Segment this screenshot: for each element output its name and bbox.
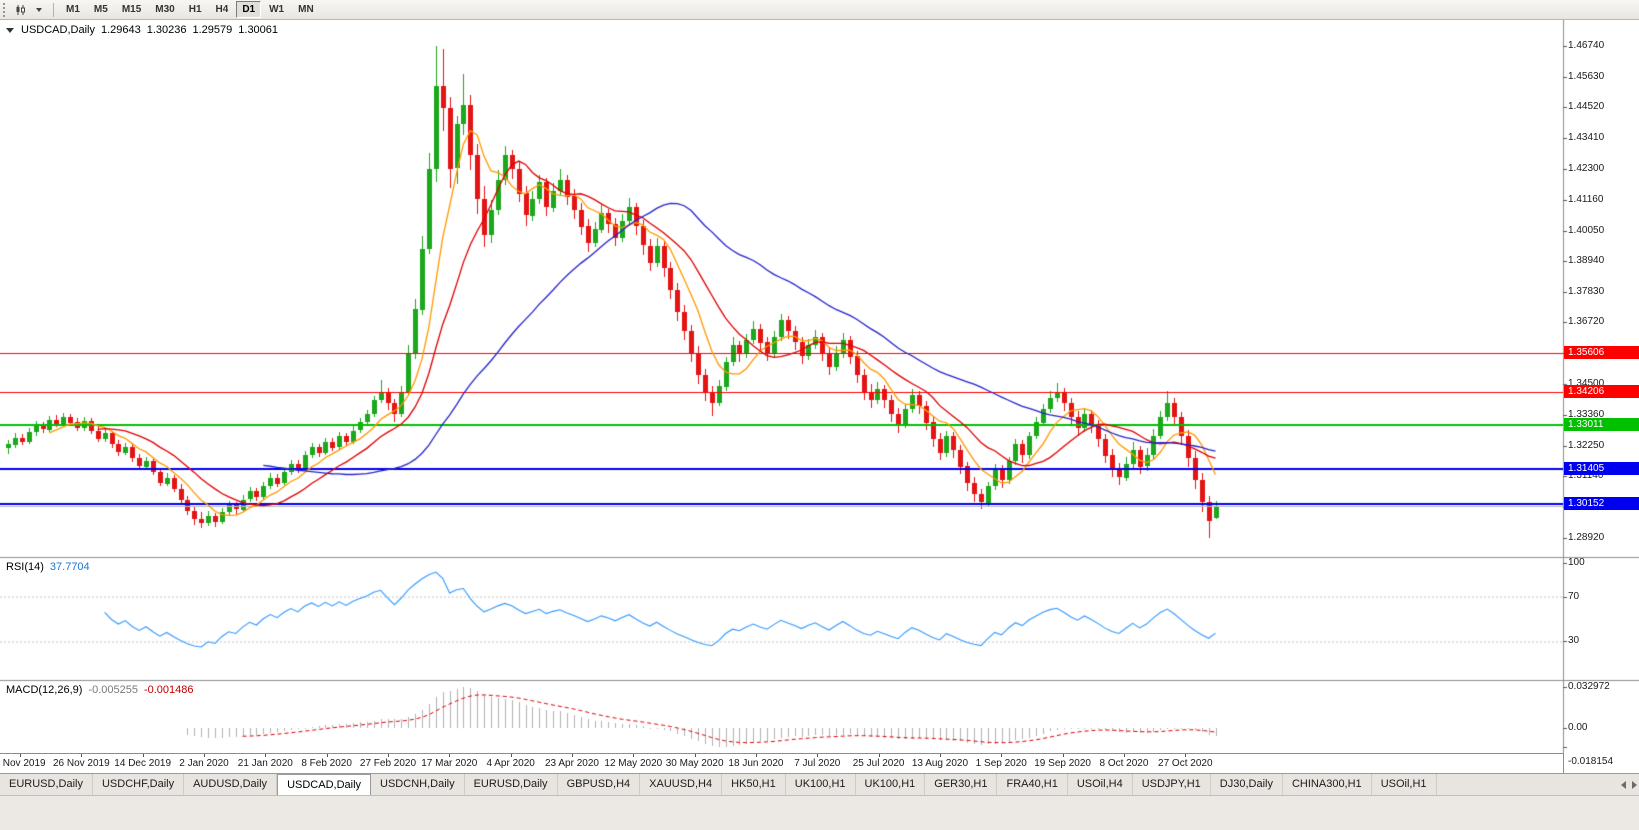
date-axis-tick — [511, 754, 512, 757]
date-axis-label: 19 Sep 2020 — [1034, 758, 1091, 769]
date-axis-tick — [940, 754, 941, 757]
date-axis-label: 25 Jul 2020 — [852, 758, 905, 769]
date-axis-label: 14 Dec 2019 — [114, 758, 172, 769]
date-axis-tick — [817, 754, 818, 757]
date-axis-tick — [265, 754, 266, 757]
date-axis-label: 2 Jan 2020 — [179, 758, 229, 769]
chart-tab-gbpusd-h4[interactable]: GBPUSD,H4 — [558, 774, 641, 795]
date-axis-tick — [1063, 754, 1064, 757]
timeframe-button-m1[interactable]: M1 — [66, 4, 80, 15]
date-axis-label: 23 Apr 2020 — [545, 758, 599, 769]
date-axis-tick — [327, 754, 328, 757]
date-axis-tick — [143, 754, 144, 757]
date-axis-tick — [1185, 754, 1186, 757]
date-axis-label: 26 Nov 2019 — [52, 758, 110, 769]
chart-tab-hk50-h1[interactable]: HK50,H1 — [722, 774, 786, 795]
chart-tab-bar: EURUSD,Daily USDCHF,Daily AUDUSD,Daily USDC… — [0, 773, 1639, 795]
chart-tab-fra40-h1[interactable]: FRA40,H1 — [997, 774, 1068, 795]
timeframe-button-d1[interactable]: D1 — [236, 1, 262, 18]
timeframe-button-m30[interactable]: M30 — [155, 4, 175, 15]
date-axis-tick — [695, 754, 696, 757]
macd-axis-label: -0.018154 — [1568, 756, 1614, 767]
dropdown-arrow-icon[interactable] — [31, 2, 47, 18]
chart-tab-uk100-h1[interactable]: UK100,H1 — [856, 774, 926, 795]
tabs-scroll-right-icon[interactable] — [1632, 781, 1637, 789]
date-axis-label: 30 May 2020 — [665, 758, 724, 769]
candlestick-chart-icon[interactable] — [13, 2, 29, 18]
date-axis-tick — [1001, 754, 1002, 757]
timeframe-button-mn[interactable]: MN — [298, 4, 314, 15]
timeframe-toolbar: M1 M5 M15 M30 H1 H4 D1 W1 MN — [0, 0, 1639, 20]
chart-tab-ger30-h1[interactable]: GER30,H1 — [925, 774, 998, 795]
toolbar-grip[interactable] — [3, 2, 8, 17]
date-axis-tick — [204, 754, 205, 757]
chart-tab-audusd-daily[interactable]: AUDUSD,Daily — [184, 774, 278, 795]
date-axis-label: 17 Mar 2020 — [421, 758, 478, 769]
axis-separator — [1563, 753, 1564, 773]
timeframe-buttons: M1 M5 M15 M30 H1 H4 D1 W1 MN — [59, 1, 321, 18]
chart-tab-usoil-h4[interactable]: USOil,H4 — [1068, 774, 1133, 795]
date-axis: 7 Nov 2019 26 Nov 2019 14 Dec 2019 2 Jan 20… — [0, 753, 1564, 774]
date-axis-label: 13 Aug 2020 — [911, 758, 969, 769]
chart-tab-dj30-daily[interactable]: DJ30,Daily — [1211, 774, 1283, 795]
chart-tab-uk100-h1[interactable]: UK100,H1 — [786, 774, 856, 795]
date-axis-tick — [572, 754, 573, 757]
chart-tabs: EURUSD,Daily USDCHF,Daily AUDUSD,Daily USDC… — [0, 774, 1600, 795]
timeframe-button-m5[interactable]: M5 — [93, 4, 108, 15]
chart-tab-usoil-h1[interactable]: USOil,H1 — [1372, 774, 1437, 795]
timeframe-button-h1[interactable]: H1 — [188, 4, 202, 15]
chart-tab-usdchf-daily[interactable]: USDCHF,Daily — [93, 774, 185, 795]
chart-area: USDCAD,Daily 1.29643 1.30236 1.29579 1.3… — [0, 20, 1639, 774]
date-axis-label: 8 Feb 2020 — [301, 758, 352, 769]
toolbar-separator — [53, 2, 54, 17]
date-axis-label: 7 Jul 2020 — [794, 758, 841, 769]
tabs-scroll-left-icon[interactable] — [1621, 781, 1626, 789]
date-axis-tick — [879, 754, 880, 757]
date-axis-label: 12 May 2020 — [604, 758, 663, 769]
date-axis-label: 8 Oct 2020 — [1099, 758, 1149, 769]
date-axis-tick — [633, 754, 634, 757]
date-axis-tick — [388, 754, 389, 757]
timeframe-button-w1[interactable]: W1 — [269, 4, 285, 15]
chart-tab-usdcad-daily[interactable]: USDCAD,Daily — [277, 774, 372, 795]
date-axis-label: 1 Sep 2020 — [975, 758, 1027, 769]
timeframe-button-h4[interactable]: H4 — [215, 4, 229, 15]
date-axis-label: 4 Apr 2020 — [486, 758, 535, 769]
chart-tab-usdjpy-h1[interactable]: USDJPY,H1 — [1133, 774, 1211, 795]
chart-tab-eurusd-daily[interactable]: EURUSD,Daily — [0, 774, 93, 795]
chart-tab-eurusd-daily[interactable]: EURUSD,Daily — [465, 774, 558, 795]
price-chart-canvas[interactable] — [0, 20, 1639, 753]
date-axis-label: 21 Jan 2020 — [237, 758, 293, 769]
date-axis-label: 27 Oct 2020 — [1158, 758, 1213, 769]
chart-tab-china300-h1[interactable]: CHINA300,H1 — [1283, 774, 1372, 795]
date-axis-label: 7 Nov 2019 — [0, 758, 46, 769]
date-axis-tick — [20, 754, 21, 757]
timeframe-button-m15[interactable]: M15 — [121, 4, 142, 15]
chart-tab-xauusd-h4[interactable]: XAUUSD,H4 — [640, 774, 723, 795]
chart-tab-usdcnh-daily[interactable]: USDCNH,Daily — [371, 774, 465, 795]
date-axis-tick — [756, 754, 757, 757]
date-axis-tick — [81, 754, 82, 757]
date-axis-label: 27 Feb 2020 — [359, 758, 417, 769]
status-bar — [0, 795, 1639, 830]
date-axis-label: 18 Jun 2020 — [728, 758, 784, 769]
date-axis-tick — [449, 754, 450, 757]
date-axis-tick — [1124, 754, 1125, 757]
